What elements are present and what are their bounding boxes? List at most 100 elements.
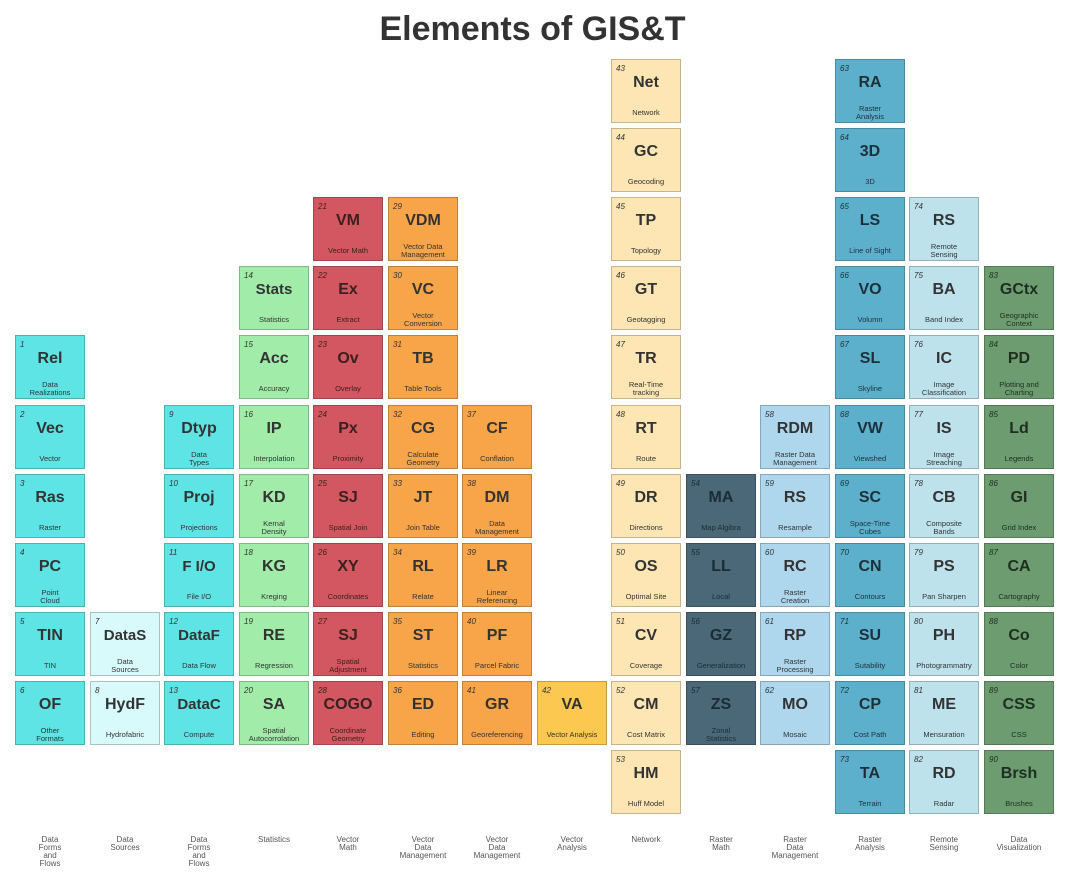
- element-tile[interactable]: 29 VDM Vector Data Management: [388, 197, 458, 261]
- element-tile[interactable]: 71 SU Sutability: [835, 612, 905, 676]
- element-tile[interactable]: 83 GCtx Geographic Context: [984, 266, 1054, 330]
- element-tile[interactable]: 36 ED Editing: [388, 681, 458, 745]
- element-tile[interactable]: 85 Ld Legends: [984, 405, 1054, 469]
- element-tile[interactable]: 5 TIN TIN: [15, 612, 85, 676]
- element-tile[interactable]: 8 HydF Hydrofabric: [90, 681, 160, 745]
- element-symbol: ME: [932, 696, 956, 713]
- element-tile[interactable]: 63 RA Raster Analysis: [835, 59, 905, 123]
- element-tile[interactable]: 13 DataC Compute: [164, 681, 234, 745]
- element-tile[interactable]: 42 VA Vector Analysis: [537, 681, 607, 745]
- element-tile[interactable]: 4 PC Point Cloud: [15, 543, 85, 607]
- element-tile[interactable]: 87 CA Cartography: [984, 543, 1054, 607]
- element-tile[interactable]: 80 PH Photogrammatry: [909, 612, 979, 676]
- element-number: 6: [20, 686, 25, 695]
- element-tile[interactable]: 65 LS Line of Sight: [835, 197, 905, 261]
- element-tile[interactable]: 23 Ov Overlay: [313, 335, 383, 399]
- element-tile[interactable]: 76 IC Image Classification: [909, 335, 979, 399]
- element-tile[interactable]: 3 Ras Raster: [15, 474, 85, 538]
- element-tile[interactable]: 1 Rel Data Realizations: [15, 335, 85, 399]
- element-tile[interactable]: 66 VO Volumn: [835, 266, 905, 330]
- element-tile[interactable]: 52 CM Cost Matrix: [611, 681, 681, 745]
- element-tile[interactable]: 47 TR Real-Time tracking: [611, 335, 681, 399]
- element-tile[interactable]: 89 CSS CSS: [984, 681, 1054, 745]
- element-tile[interactable]: 60 RC Raster Creation: [760, 543, 830, 607]
- element-tile[interactable]: 64 3D 3D: [835, 128, 905, 192]
- element-tile[interactable]: 74 RS Remote Sensing: [909, 197, 979, 261]
- element-tile[interactable]: 77 IS Image Streaching: [909, 405, 979, 469]
- element-tile[interactable]: 72 CP Cost Path: [835, 681, 905, 745]
- element-tile[interactable]: 78 CB Composite Bands: [909, 474, 979, 538]
- element-name: Relate: [412, 592, 434, 601]
- element-tile[interactable]: 9 Dtyp Data Types: [164, 405, 234, 469]
- element-tile[interactable]: 35 ST Statistics: [388, 612, 458, 676]
- element-tile[interactable]: 12 DataF Data Flow: [164, 612, 234, 676]
- element-tile[interactable]: 73 TA Terrain: [835, 750, 905, 814]
- element-tile[interactable]: 15 Acc Accuracy: [239, 335, 309, 399]
- element-tile[interactable]: 37 CF Conflation: [462, 405, 532, 469]
- element-tile[interactable]: 56 GZ Generalization: [686, 612, 756, 676]
- element-tile[interactable]: 10 Proj Projections: [164, 474, 234, 538]
- element-tile[interactable]: 88 Co Color: [984, 612, 1054, 676]
- element-tile[interactable]: 20 SA Spatial Autocorrolation: [239, 681, 309, 745]
- element-tile[interactable]: 16 IP Interpolation: [239, 405, 309, 469]
- element-tile[interactable]: 30 VC Vector Conversion: [388, 266, 458, 330]
- element-tile[interactable]: 79 PS Pan Sharpen: [909, 543, 979, 607]
- element-tile[interactable]: 32 CG Calculate Geometry: [388, 405, 458, 469]
- element-tile[interactable]: 81 ME Mensuration: [909, 681, 979, 745]
- element-tile[interactable]: 22 Ex Extract: [313, 266, 383, 330]
- element-tile[interactable]: 62 MO Mosaic: [760, 681, 830, 745]
- element-tile[interactable]: 19 RE Regression: [239, 612, 309, 676]
- element-tile[interactable]: 70 CN Contours: [835, 543, 905, 607]
- element-tile[interactable]: 11 F I/O File I/O: [164, 543, 234, 607]
- element-tile[interactable]: 28 COGO Coordinate Geometry: [313, 681, 383, 745]
- element-symbol: MA: [708, 489, 734, 506]
- element-tile[interactable]: 14 Stats Statistics: [239, 266, 309, 330]
- element-tile[interactable]: 6 OF Other Formats: [15, 681, 85, 745]
- element-tile[interactable]: 48 RT Route: [611, 405, 681, 469]
- element-tile[interactable]: 69 SC Space-Time Cubes: [835, 474, 905, 538]
- element-tile[interactable]: 45 TP Topology: [611, 197, 681, 261]
- element-tile[interactable]: 68 VW Viewshed: [835, 405, 905, 469]
- element-number: 18: [244, 548, 253, 557]
- element-tile[interactable]: 59 RS Resample: [760, 474, 830, 538]
- element-tile[interactable]: 34 RL Relate: [388, 543, 458, 607]
- element-symbol: VM: [336, 212, 360, 229]
- element-tile[interactable]: 54 MA Map Algibra: [686, 474, 756, 538]
- element-tile[interactable]: 2 Vec Vector: [15, 405, 85, 469]
- element-tile[interactable]: 82 RD Radar: [909, 750, 979, 814]
- element-tile[interactable]: 57 ZS Zonal Statistics: [686, 681, 756, 745]
- element-tile[interactable]: 24 Px Proximity: [313, 405, 383, 469]
- element-tile[interactable]: 90 Brsh Brushes: [984, 750, 1054, 814]
- element-tile[interactable]: 33 JT Join Table: [388, 474, 458, 538]
- element-tile[interactable]: 61 RP Raster Processing: [760, 612, 830, 676]
- element-tile[interactable]: 86 GI Grid Index: [984, 474, 1054, 538]
- element-tile[interactable]: 75 BA Band Index: [909, 266, 979, 330]
- element-tile[interactable]: 46 GT Geotagging: [611, 266, 681, 330]
- element-tile[interactable]: 27 SJ Spatial Adjustment: [313, 612, 383, 676]
- element-tile[interactable]: 38 DM Data Management: [462, 474, 532, 538]
- element-tile[interactable]: 67 SL Skyline: [835, 335, 905, 399]
- element-tile[interactable]: 41 GR Georeferencing: [462, 681, 532, 745]
- element-tile[interactable]: 84 PD Plotting and Charting: [984, 335, 1054, 399]
- element-symbol: GCtx: [999, 281, 1039, 298]
- element-name: Statistics: [407, 661, 438, 670]
- element-tile[interactable]: 25 SJ Spatial Join: [313, 474, 383, 538]
- element-tile[interactable]: 44 GC Geocoding: [611, 128, 681, 192]
- element-tile[interactable]: 31 TB Table Tools: [388, 335, 458, 399]
- element-tile[interactable]: 58 RDM Raster Data Management: [760, 405, 830, 469]
- element-tile[interactable]: 43 Net Network: [611, 59, 681, 123]
- element-tile[interactable]: 17 KD Kernal Density: [239, 474, 309, 538]
- element-tile[interactable]: 21 VM Vector Math: [313, 197, 383, 261]
- element-symbol: PC: [38, 558, 62, 575]
- element-tile[interactable]: 55 LL Local: [686, 543, 756, 607]
- category-label: Data Forms and Flows: [38, 835, 62, 868]
- element-tile[interactable]: 26 XY Coordinates: [313, 543, 383, 607]
- element-tile[interactable]: 18 KG Kreging: [239, 543, 309, 607]
- element-tile[interactable]: 7 DataS Data Sources: [90, 612, 160, 676]
- element-tile[interactable]: 50 OS Optimal Site: [611, 543, 681, 607]
- element-tile[interactable]: 49 DR Directions: [611, 474, 681, 538]
- element-tile[interactable]: 51 CV Coverage: [611, 612, 681, 676]
- element-tile[interactable]: 39 LR Linear Referencing: [462, 543, 532, 607]
- element-tile[interactable]: 53 HM Huff Model: [611, 750, 681, 814]
- element-tile[interactable]: 40 PF Parcel Fabric: [462, 612, 532, 676]
